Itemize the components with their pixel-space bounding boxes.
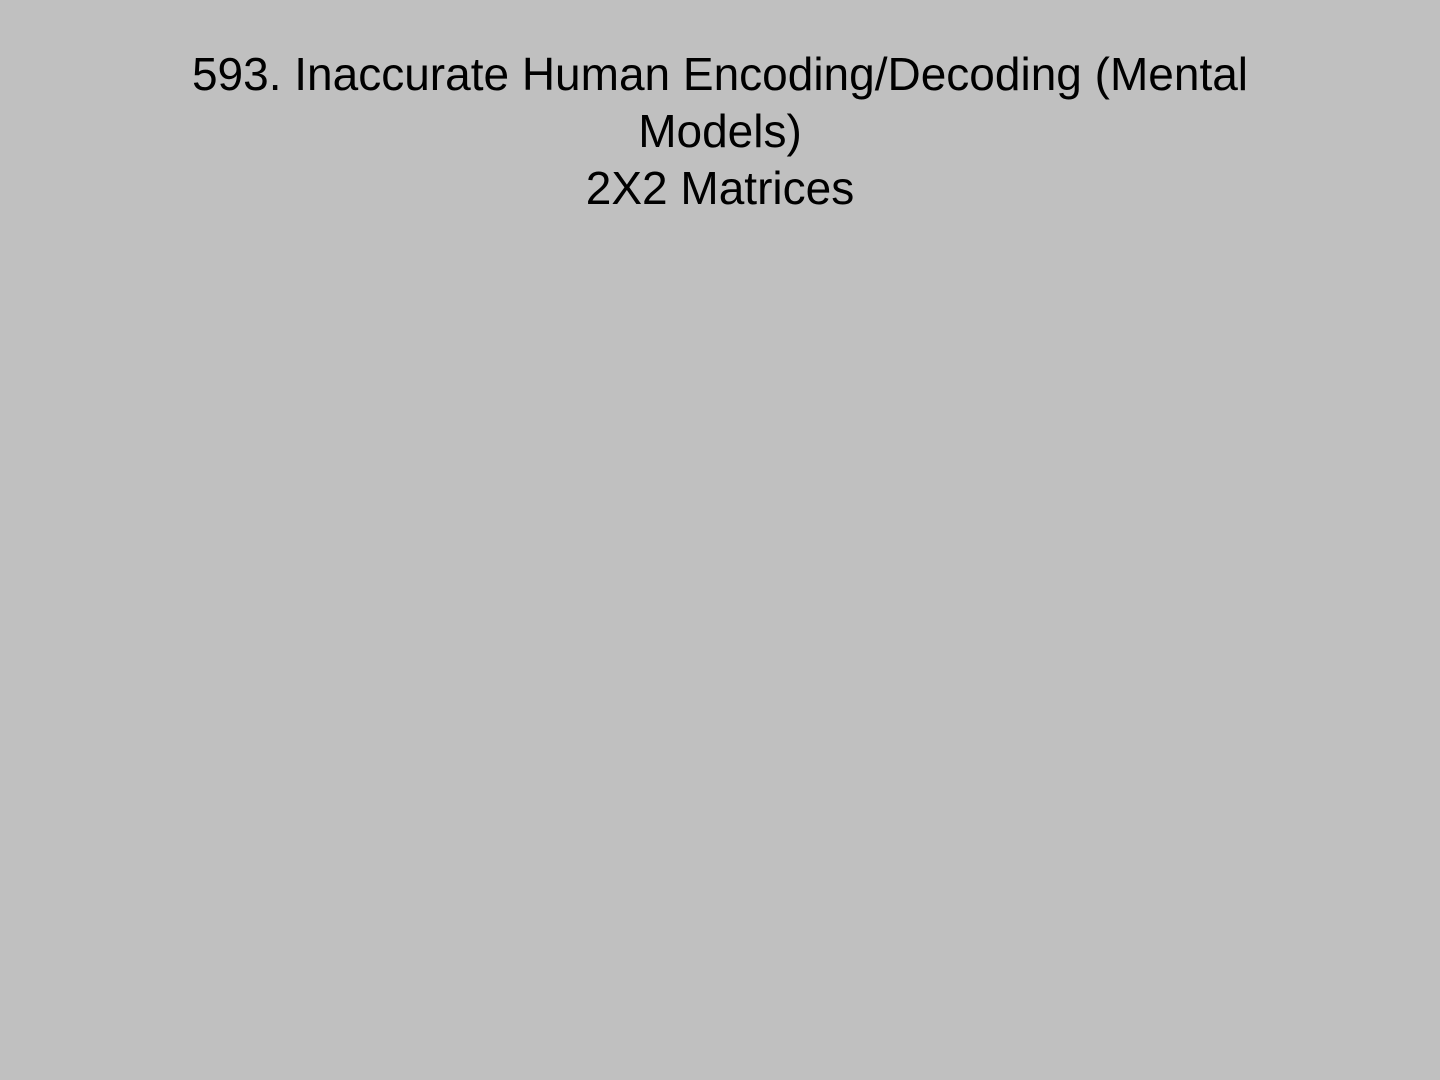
subtitle-line: 2X2 Matrices <box>585 162 855 214</box>
slide-title: 593. Inaccurate Human Encoding/Decoding … <box>100 46 1340 217</box>
title-line-2: Models) <box>638 105 802 157</box>
title-line-1: 593. Inaccurate Human Encoding/Decoding … <box>191 48 1249 100</box>
